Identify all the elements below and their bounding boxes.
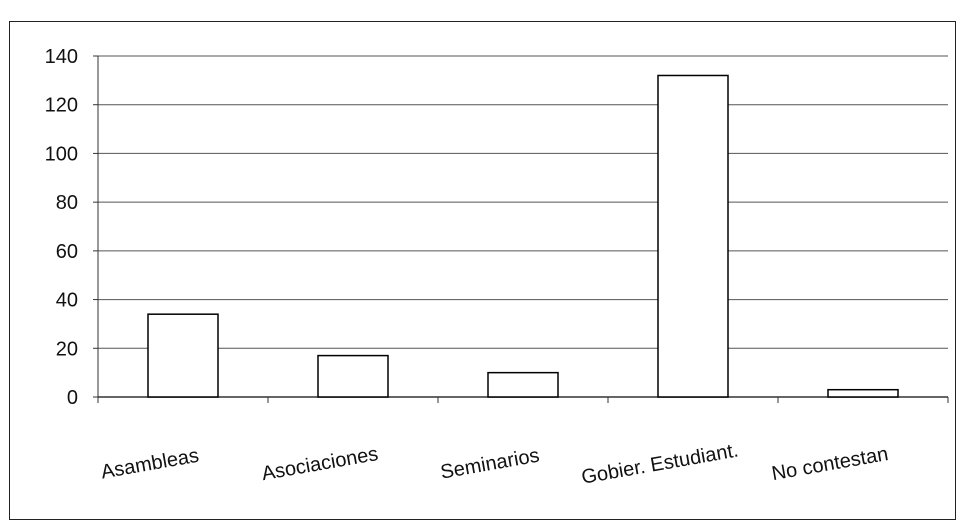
y-tick-label: 80 <box>56 192 78 214</box>
axes <box>93 56 948 403</box>
bar-3 <box>658 75 728 397</box>
x-tick-label: Gobier. Estudiant. <box>580 439 740 488</box>
labels: 0 20 40 60 80 100 120 140 Asambleas Asociaciones S… <box>45 46 890 489</box>
y-tick-label: 120 <box>45 95 78 117</box>
gridlines <box>98 56 948 348</box>
bar-4 <box>828 390 898 397</box>
y-tick-label: 0 <box>67 387 78 409</box>
y-tick-label: 60 <box>56 241 78 263</box>
x-tick-label: Asociaciones <box>260 443 380 485</box>
y-tick-label: 140 <box>45 46 78 68</box>
bar-0 <box>148 314 218 397</box>
x-tick-label: Asambleas <box>99 445 200 484</box>
y-tick-label: 40 <box>56 290 78 312</box>
x-tick-label: No contestan <box>770 443 890 485</box>
y-tick-label: 100 <box>45 143 78 165</box>
x-tick-label: Seminarios <box>439 445 541 484</box>
bar-1 <box>318 356 388 397</box>
y-tick-label: 20 <box>56 338 78 360</box>
bar-2 <box>488 373 558 397</box>
